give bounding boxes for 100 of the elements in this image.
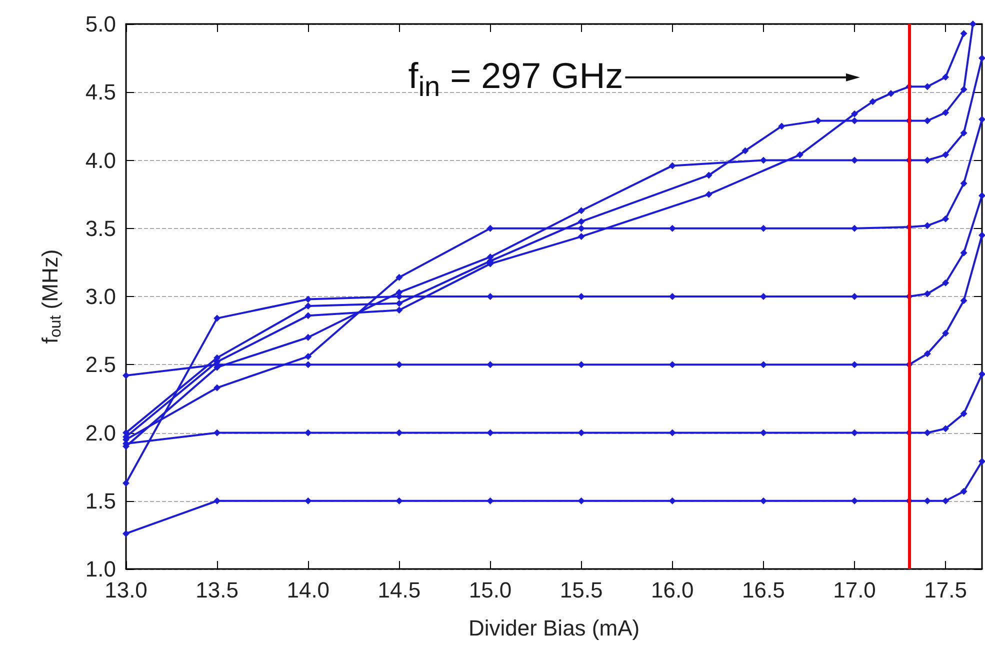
point (851, 429, 858, 436)
x-tick-label: 17.0 (833, 578, 876, 602)
point (122, 530, 130, 538)
point (760, 156, 767, 164)
point (668, 224, 676, 232)
point (869, 98, 876, 106)
point (705, 190, 712, 198)
point (396, 300, 403, 307)
point (486, 497, 494, 504)
x-tick-label: 14.0 (286, 578, 330, 602)
point (778, 122, 786, 130)
point (668, 293, 676, 300)
point (969, 20, 976, 28)
point (924, 83, 931, 90)
x-tick-label: 16.5 (742, 578, 785, 602)
point (960, 86, 968, 93)
point (742, 147, 749, 154)
point (978, 54, 985, 62)
point (978, 232, 985, 239)
point (304, 312, 312, 320)
point (668, 429, 676, 436)
point (760, 429, 767, 436)
point (851, 361, 858, 368)
y-tick-label: 5.0 (85, 12, 116, 36)
point (396, 497, 403, 504)
y-tick-label: 3.0 (85, 284, 116, 309)
point (578, 218, 585, 226)
point (304, 361, 312, 368)
point (668, 162, 676, 170)
x-tick-label: 17.5 (924, 578, 967, 602)
y-tick-label: 1.5 (85, 488, 116, 514)
point (978, 370, 985, 378)
point (396, 429, 403, 436)
point (486, 429, 494, 436)
point (214, 384, 221, 392)
point (396, 293, 403, 300)
x-axis-title: Divider Bias (mA) (468, 616, 640, 640)
point (960, 297, 968, 304)
point (486, 224, 494, 232)
y-tick-label: 4.0 (85, 148, 116, 173)
point (668, 361, 676, 368)
point (851, 117, 858, 124)
point (486, 293, 494, 300)
point (978, 116, 985, 123)
point (960, 30, 968, 38)
point (924, 290, 931, 298)
point (978, 458, 985, 465)
point (942, 215, 950, 222)
point (396, 274, 403, 281)
point (122, 480, 130, 487)
point (304, 296, 312, 303)
point (578, 224, 585, 232)
point (214, 314, 221, 322)
point (924, 350, 931, 358)
point (396, 361, 403, 368)
point (851, 110, 858, 118)
y-tick-label: 3.5 (85, 216, 116, 241)
point (924, 117, 931, 124)
point (760, 361, 767, 368)
point (942, 497, 950, 504)
x-tick-label: 14.5 (378, 578, 421, 602)
point (304, 334, 312, 341)
point (924, 222, 931, 230)
point (942, 74, 950, 81)
point (304, 429, 312, 436)
point (960, 180, 968, 187)
point (122, 372, 130, 380)
point (796, 151, 804, 158)
y-tick-label: 2.0 (85, 420, 116, 446)
point (814, 117, 822, 124)
y-tick-label: 2.5 (85, 352, 116, 378)
x-tick-label: 13.5 (196, 578, 238, 602)
point (214, 429, 221, 436)
point (578, 497, 585, 504)
point (942, 109, 950, 116)
point (760, 224, 767, 232)
point (486, 361, 494, 368)
annotation: f$_{in}$ = 297 GHz (408, 55, 624, 104)
y-axis-title: fout (MHz) (38, 249, 64, 344)
point (851, 497, 858, 504)
point (851, 224, 858, 232)
point (578, 207, 585, 214)
point (304, 302, 312, 310)
point (942, 425, 950, 432)
point (668, 497, 676, 504)
point (978, 192, 985, 200)
point (887, 90, 894, 97)
point (924, 156, 931, 164)
point (578, 293, 585, 300)
point (851, 156, 858, 164)
point (304, 497, 312, 504)
point (942, 279, 950, 286)
x-tick-label: 15.5 (560, 578, 603, 602)
point (304, 352, 312, 360)
point (396, 306, 403, 314)
point (578, 361, 585, 368)
point (760, 497, 767, 504)
y-tick-label: 4.5 (85, 80, 116, 105)
point (578, 233, 585, 240)
point (578, 429, 585, 436)
